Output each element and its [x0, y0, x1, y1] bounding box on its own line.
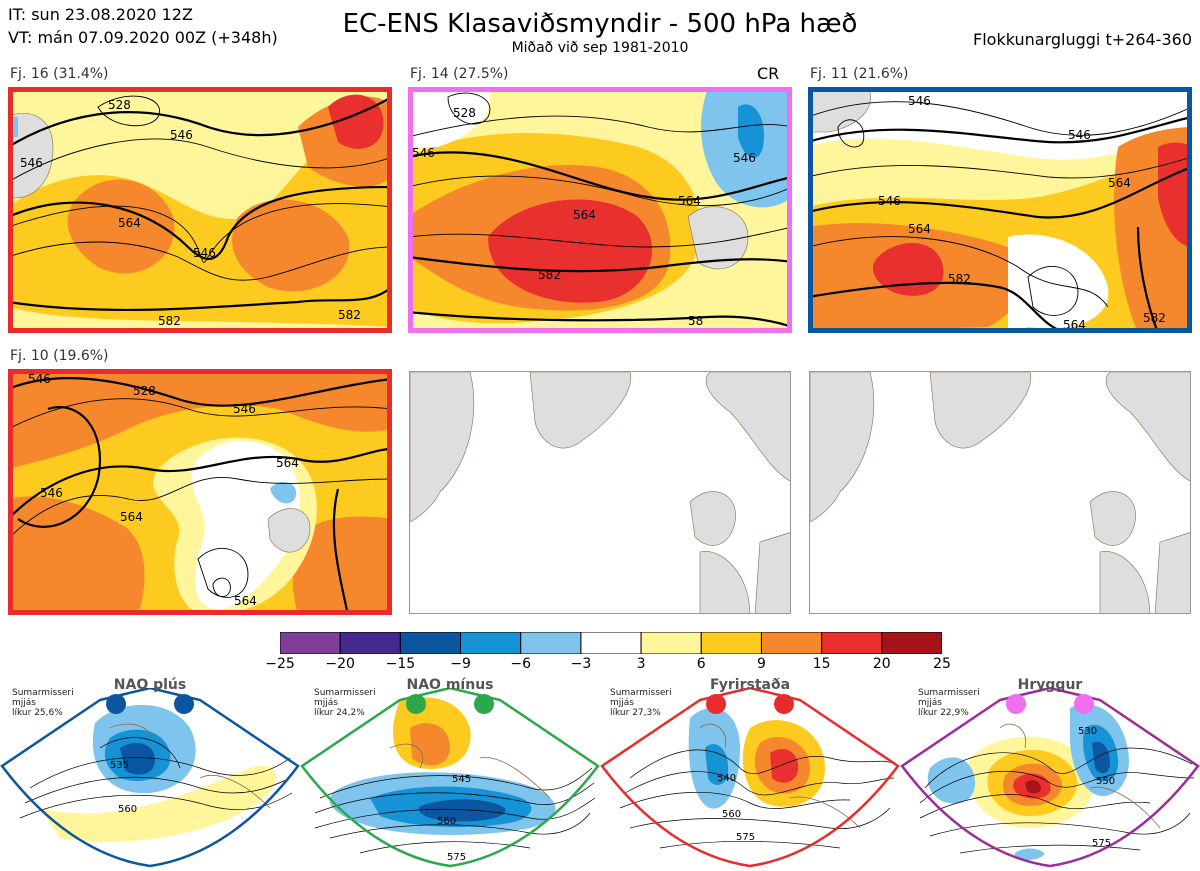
colorbar-swatch — [760, 631, 823, 655]
cluster-map-2: 528 546 546 564 564 582 58 — [408, 87, 792, 333]
valid-time: VT: mán 07.09.2020 00Z (+348h) — [8, 28, 278, 47]
colorbar-tick-label: 15 — [812, 656, 831, 672]
regime-season: Sumarmisseri — [12, 688, 74, 698]
colorbar-tick-label: 9 — [756, 656, 766, 672]
regime-contour: 540 — [717, 773, 736, 784]
colorbar-swatch — [279, 631, 341, 655]
contour-label: 546 — [28, 372, 51, 386]
regime-contour: 530 — [1078, 726, 1097, 737]
regime-probability: líkur 25,6% — [12, 708, 63, 718]
panel-label-4: Fj. 10 (19.6%) — [10, 348, 109, 364]
contour-label: 546 — [40, 486, 63, 500]
colorbar-swatch — [700, 631, 762, 655]
contour-label: 546 — [908, 94, 931, 108]
contour-label: 528 — [453, 106, 476, 120]
contour-label: 528 — [133, 384, 156, 398]
cluster-map-4: 546 528 546 564 546 564 564 — [8, 369, 392, 615]
colorbar-tick-label: −3 — [570, 656, 592, 672]
regime-contour: 560 — [437, 816, 456, 827]
contour-label: 564 — [234, 594, 257, 608]
colorbar — [279, 631, 943, 655]
colorbar-tick-label: 25 — [933, 656, 951, 672]
colorbar-tick-label: 6 — [696, 656, 706, 672]
initial-time: IT: sun 23.08.2020 12Z — [8, 5, 193, 24]
contour-label: 582 — [158, 314, 181, 328]
panel-label-2: Fj. 14 (27.5%) — [410, 66, 509, 82]
regime-months: mjjás — [918, 698, 942, 708]
colorbar-tick-label: −15 — [385, 656, 416, 672]
regime-contour: 550 — [1096, 776, 1115, 787]
regime-probability: líkur 27,3% — [610, 708, 661, 718]
colorbar-tick-label: 3 — [636, 656, 646, 672]
contour-label: 546 — [20, 156, 43, 170]
regime-contour: 535 — [110, 760, 129, 771]
colorbar-tick-label: 20 — [872, 656, 891, 672]
cluster-map-1: 546 546 528 564 546 582 582 — [8, 87, 392, 333]
regime-contour: 575 — [1092, 838, 1111, 849]
regime-title: Hryggur — [1017, 677, 1083, 693]
panel-tag-cr: CR — [757, 64, 780, 83]
contour-label: 564 — [1108, 176, 1131, 190]
contour-label: 546 — [1068, 128, 1091, 142]
regime-months: mjjás — [314, 698, 338, 708]
contour-label: 546 — [170, 128, 193, 142]
regime-contour: 575 — [447, 852, 466, 863]
contour-label: 546 — [233, 402, 256, 416]
contour-label: 546 — [193, 246, 216, 260]
contour-label: 564 — [118, 216, 141, 230]
regime-title: Fyrirstaða — [709, 677, 791, 693]
colorbar-tick-label: −20 — [325, 656, 355, 672]
page-subtitle: Miðað við sep 1981-2010 — [511, 40, 689, 56]
regime-season: Sumarmisseri — [314, 688, 376, 698]
contour-label: 564 — [908, 222, 931, 236]
colorbar-swatch — [520, 631, 582, 655]
contour-label: 564 — [678, 194, 701, 208]
empty-map-6 — [809, 371, 1191, 614]
regime-contour: 560 — [722, 809, 741, 820]
contour-label: 582 — [338, 308, 361, 322]
contour-label: 546 — [733, 151, 756, 165]
contour-label: 546 — [412, 146, 435, 160]
colorbar-tick-label: −25 — [265, 656, 295, 672]
contour-label: 564 — [1063, 318, 1086, 332]
regime-probability: líkur 24,2% — [314, 708, 365, 718]
regime-season: Sumarmisseri — [610, 688, 672, 698]
contour-label: 582 — [948, 272, 971, 286]
regime-months: mjjás — [610, 698, 634, 708]
colorbar-swatch — [881, 631, 943, 655]
contour-label: 58 — [688, 314, 703, 328]
regime-contour: 575 — [736, 832, 755, 843]
contour-label: 546 — [878, 194, 901, 208]
regime-probability: líkur 22,9% — [918, 708, 969, 718]
colorbar-swatch — [339, 631, 401, 655]
empty-map-5 — [409, 371, 791, 614]
classification-window: Flokkunargluggi t+264-360 — [973, 30, 1192, 49]
panel-label-3: Fj. 11 (21.6%) — [810, 66, 909, 82]
colorbar-swatch — [640, 631, 702, 655]
contour-label: 564 — [120, 510, 143, 524]
colorbar-tick-label: −6 — [510, 656, 532, 672]
regime-title: NAO plús — [113, 677, 187, 693]
contour-label: 528 — [108, 98, 131, 112]
contour-label: 564 — [573, 208, 596, 222]
colorbar-tick-label: −9 — [450, 656, 471, 672]
contour-label: 582 — [1143, 311, 1166, 325]
colorbar-swatch — [580, 631, 642, 655]
regime-season: Sumarmisseri — [918, 688, 980, 698]
colorbar-swatch — [821, 631, 883, 655]
regime-contour: 545 — [452, 774, 471, 785]
regime-title: NAO mínus — [406, 677, 494, 693]
cluster-map-3: 546 546 546 564 564 582 564 582 — [808, 87, 1192, 333]
regime-contour: 560 — [118, 804, 137, 815]
colorbar-swatch — [460, 631, 522, 655]
contour-label: 582 — [538, 268, 561, 282]
regime-months: mjjás — [12, 698, 36, 708]
panel-label-1: Fj. 16 (31.4%) — [10, 66, 109, 82]
page-title: EC-ENS Klasaviðsmyndir - 500 hPa hæð — [342, 9, 858, 39]
colorbar-swatch — [399, 631, 462, 655]
contour-label: 564 — [276, 456, 299, 470]
